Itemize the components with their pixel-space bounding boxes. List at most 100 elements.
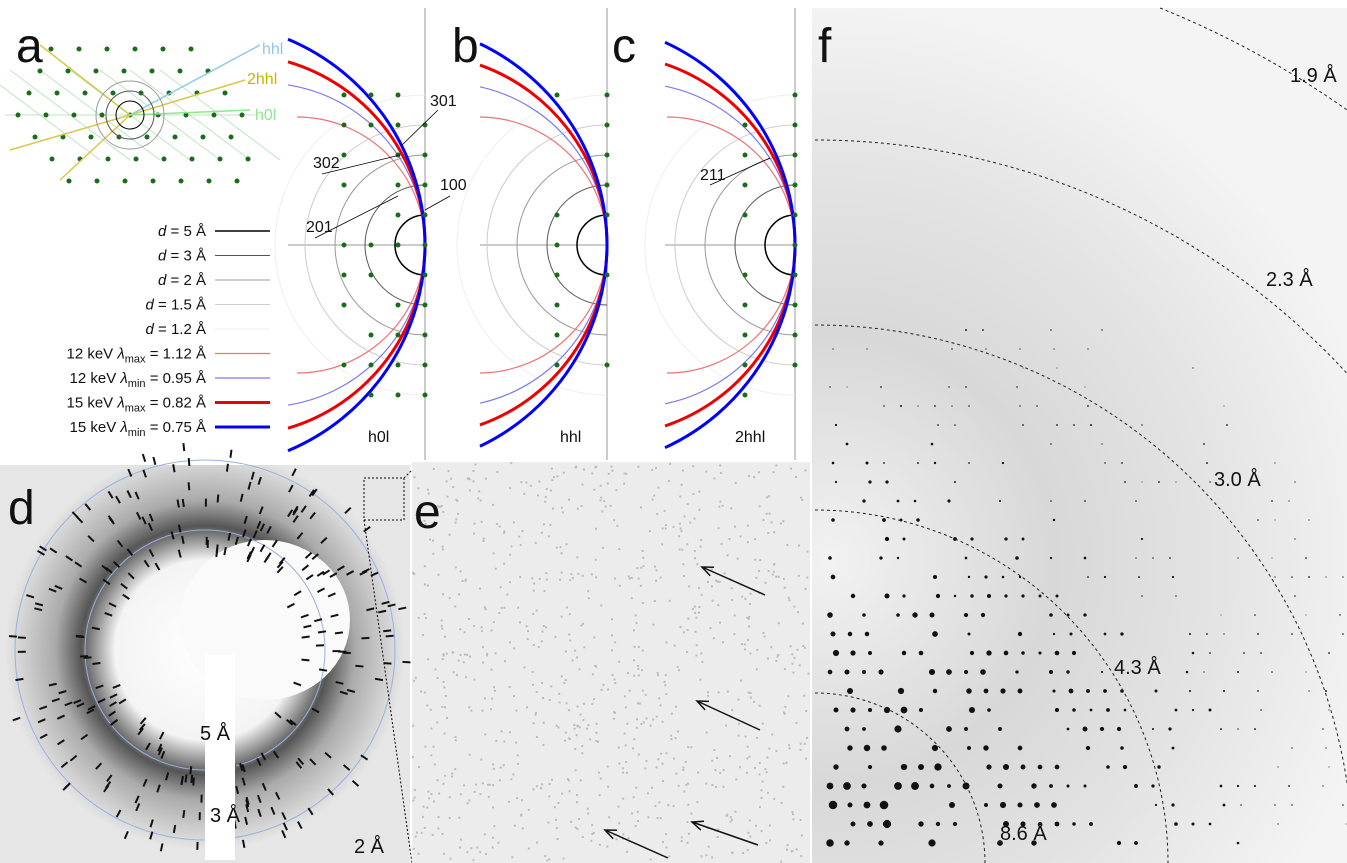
diffraction-spot xyxy=(1117,841,1121,845)
noise xyxy=(577,706,579,708)
noise xyxy=(720,472,722,474)
noise xyxy=(574,650,576,652)
noise xyxy=(796,649,798,651)
noise xyxy=(770,646,772,648)
streak xyxy=(319,669,327,670)
noise xyxy=(443,681,445,683)
noise xyxy=(654,805,656,807)
noise xyxy=(465,676,467,678)
diffraction-spot xyxy=(1237,671,1239,673)
noise xyxy=(631,597,633,599)
noise xyxy=(686,543,688,545)
noise xyxy=(565,679,567,681)
diffraction-spot xyxy=(967,746,971,750)
noise xyxy=(645,694,647,696)
noise xyxy=(497,842,499,844)
diffraction-spot xyxy=(1055,708,1059,712)
noise xyxy=(460,654,462,656)
noise xyxy=(438,816,440,818)
noise xyxy=(438,574,440,576)
noise xyxy=(781,802,783,804)
noise xyxy=(493,552,495,554)
noise xyxy=(430,728,432,730)
noise xyxy=(513,521,515,523)
diffraction-spot xyxy=(1175,595,1176,596)
diffraction-spot xyxy=(851,594,855,598)
noise xyxy=(622,833,624,835)
noise xyxy=(509,487,511,489)
noise xyxy=(479,793,481,795)
noise xyxy=(780,861,782,863)
noise xyxy=(735,482,737,484)
noise xyxy=(591,472,593,474)
diffraction-spot xyxy=(879,556,882,559)
noise xyxy=(569,640,571,642)
reciprocal-point xyxy=(396,303,401,308)
noise xyxy=(759,806,761,808)
noise xyxy=(542,697,544,699)
noise xyxy=(694,612,696,614)
noise xyxy=(673,526,675,528)
noise xyxy=(525,481,527,483)
diffraction-spot xyxy=(1240,804,1241,805)
diffraction-spot xyxy=(1120,746,1124,750)
noise xyxy=(480,499,482,501)
legend-prefix: 15 keV xyxy=(66,395,117,412)
noise xyxy=(769,825,771,827)
panel-label: e xyxy=(414,486,441,539)
noise xyxy=(414,797,416,799)
noise xyxy=(512,773,514,775)
diffraction-spot xyxy=(1342,576,1343,577)
noise xyxy=(784,706,786,708)
lattice-point xyxy=(150,69,155,74)
noise xyxy=(633,659,635,661)
diffraction-spot xyxy=(1053,519,1055,521)
noise xyxy=(603,500,605,502)
noise xyxy=(732,852,734,854)
noise xyxy=(539,578,541,580)
diffraction-spot xyxy=(1066,613,1069,616)
noise xyxy=(554,636,556,638)
noise xyxy=(575,827,577,829)
noise xyxy=(677,666,679,668)
reciprocal-point xyxy=(793,183,798,188)
resolution-label: 8.6 Å xyxy=(1000,822,1047,845)
noise xyxy=(622,798,624,800)
noise xyxy=(800,855,802,857)
noise xyxy=(681,836,683,838)
noise xyxy=(619,585,621,587)
noise xyxy=(633,675,635,677)
reciprocal-point xyxy=(793,123,798,128)
noise xyxy=(521,799,523,801)
reciprocal-point xyxy=(396,213,401,218)
lattice-point xyxy=(55,91,60,96)
legend-prefix: 15 keV xyxy=(70,419,121,436)
noise xyxy=(412,756,414,758)
noise xyxy=(746,772,748,774)
lattice-point xyxy=(179,179,184,184)
noise xyxy=(792,813,794,815)
noise xyxy=(797,611,799,613)
diffraction-spot xyxy=(884,707,890,713)
diffraction-spot xyxy=(1191,822,1194,825)
noise xyxy=(581,625,583,627)
diffraction-spot xyxy=(1271,671,1273,673)
noise xyxy=(746,617,748,619)
noise xyxy=(747,832,749,834)
reciprocal-point xyxy=(555,363,560,368)
diffraction-spot xyxy=(864,802,871,809)
diffraction-spot xyxy=(851,822,856,827)
noise xyxy=(624,733,626,735)
noise xyxy=(454,768,456,770)
streak xyxy=(76,636,84,637)
noise xyxy=(482,782,484,784)
noise xyxy=(481,630,483,632)
diffraction-spot xyxy=(1288,500,1289,501)
noise xyxy=(761,830,763,832)
diffraction-spot xyxy=(1106,765,1110,769)
noise xyxy=(683,790,685,792)
noise xyxy=(456,674,458,676)
noise xyxy=(806,737,808,739)
noise xyxy=(755,825,757,827)
noise xyxy=(463,661,465,663)
